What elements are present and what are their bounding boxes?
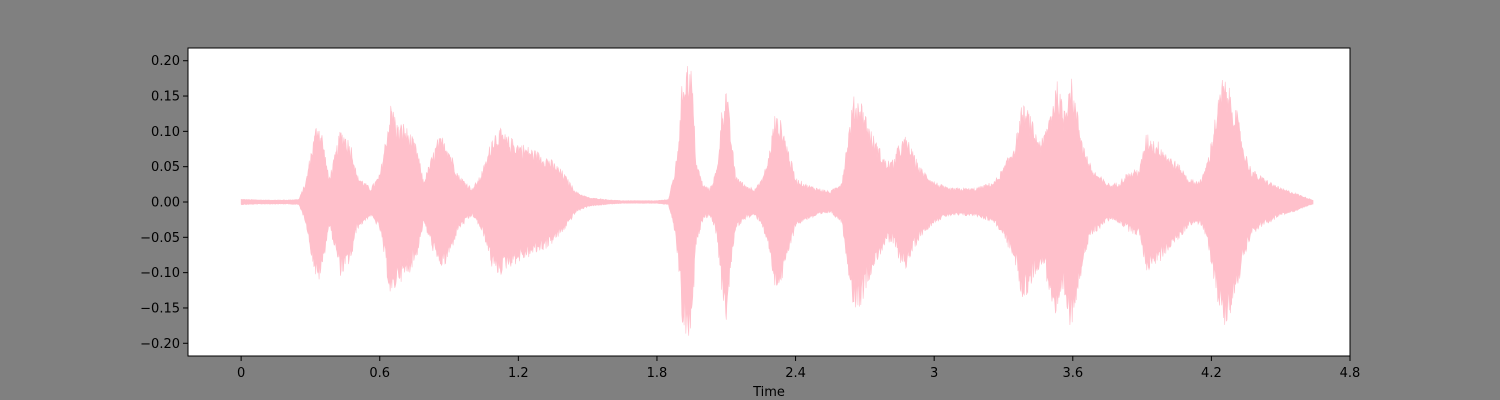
y-tick-label: −0.05	[140, 231, 180, 246]
y-tick-label: −0.10	[140, 266, 180, 281]
x-tick-label: 4.2	[1201, 366, 1222, 381]
x-axis: 0 0.6 1.2 1.8 2.4 3 3.6 4.2 4.8	[237, 356, 1360, 381]
y-tick-label: 0.05	[151, 160, 180, 175]
y-tick-label: 0.00	[151, 196, 180, 211]
x-tick-label: 2.4	[785, 366, 806, 381]
x-axis-label: Time	[752, 385, 785, 400]
x-tick-label: 0.6	[369, 366, 390, 381]
y-tick-label: 0.20	[151, 54, 180, 69]
x-tick-label: 1.8	[647, 366, 668, 381]
y-tick-label: 0.10	[151, 125, 180, 140]
x-tick-label: 4.8	[1340, 366, 1361, 381]
waveform-layer	[240, 66, 1314, 336]
x-tick-label: 1.2	[508, 366, 529, 381]
y-tick-label: −0.15	[140, 301, 180, 316]
y-tick-label: 0.15	[151, 90, 180, 105]
x-tick-label: 0	[237, 366, 245, 381]
y-tick-label: −0.20	[140, 337, 180, 352]
x-tick-label: 3	[930, 366, 938, 381]
waveform-series-0	[240, 66, 1314, 336]
x-tick-label: 3.6	[1062, 366, 1083, 381]
y-axis: −0.20 −0.15 −0.10 −0.05 0.00 0.05 0.10 0.15 0.20	[140, 54, 188, 352]
